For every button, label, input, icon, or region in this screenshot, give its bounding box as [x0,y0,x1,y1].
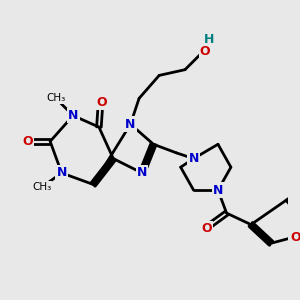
Text: CH₃: CH₃ [46,93,65,103]
Text: O: O [290,231,300,244]
Text: N: N [125,118,136,131]
Text: O: O [201,222,212,236]
Text: O: O [22,135,32,148]
Text: N: N [56,167,67,179]
Text: N: N [68,109,78,122]
Text: CH₃: CH₃ [32,182,51,192]
Text: O: O [200,44,210,58]
Text: N: N [137,167,147,179]
Text: H: H [204,33,214,46]
Text: N: N [213,184,223,197]
Text: O: O [97,96,107,109]
Text: N: N [188,152,199,165]
